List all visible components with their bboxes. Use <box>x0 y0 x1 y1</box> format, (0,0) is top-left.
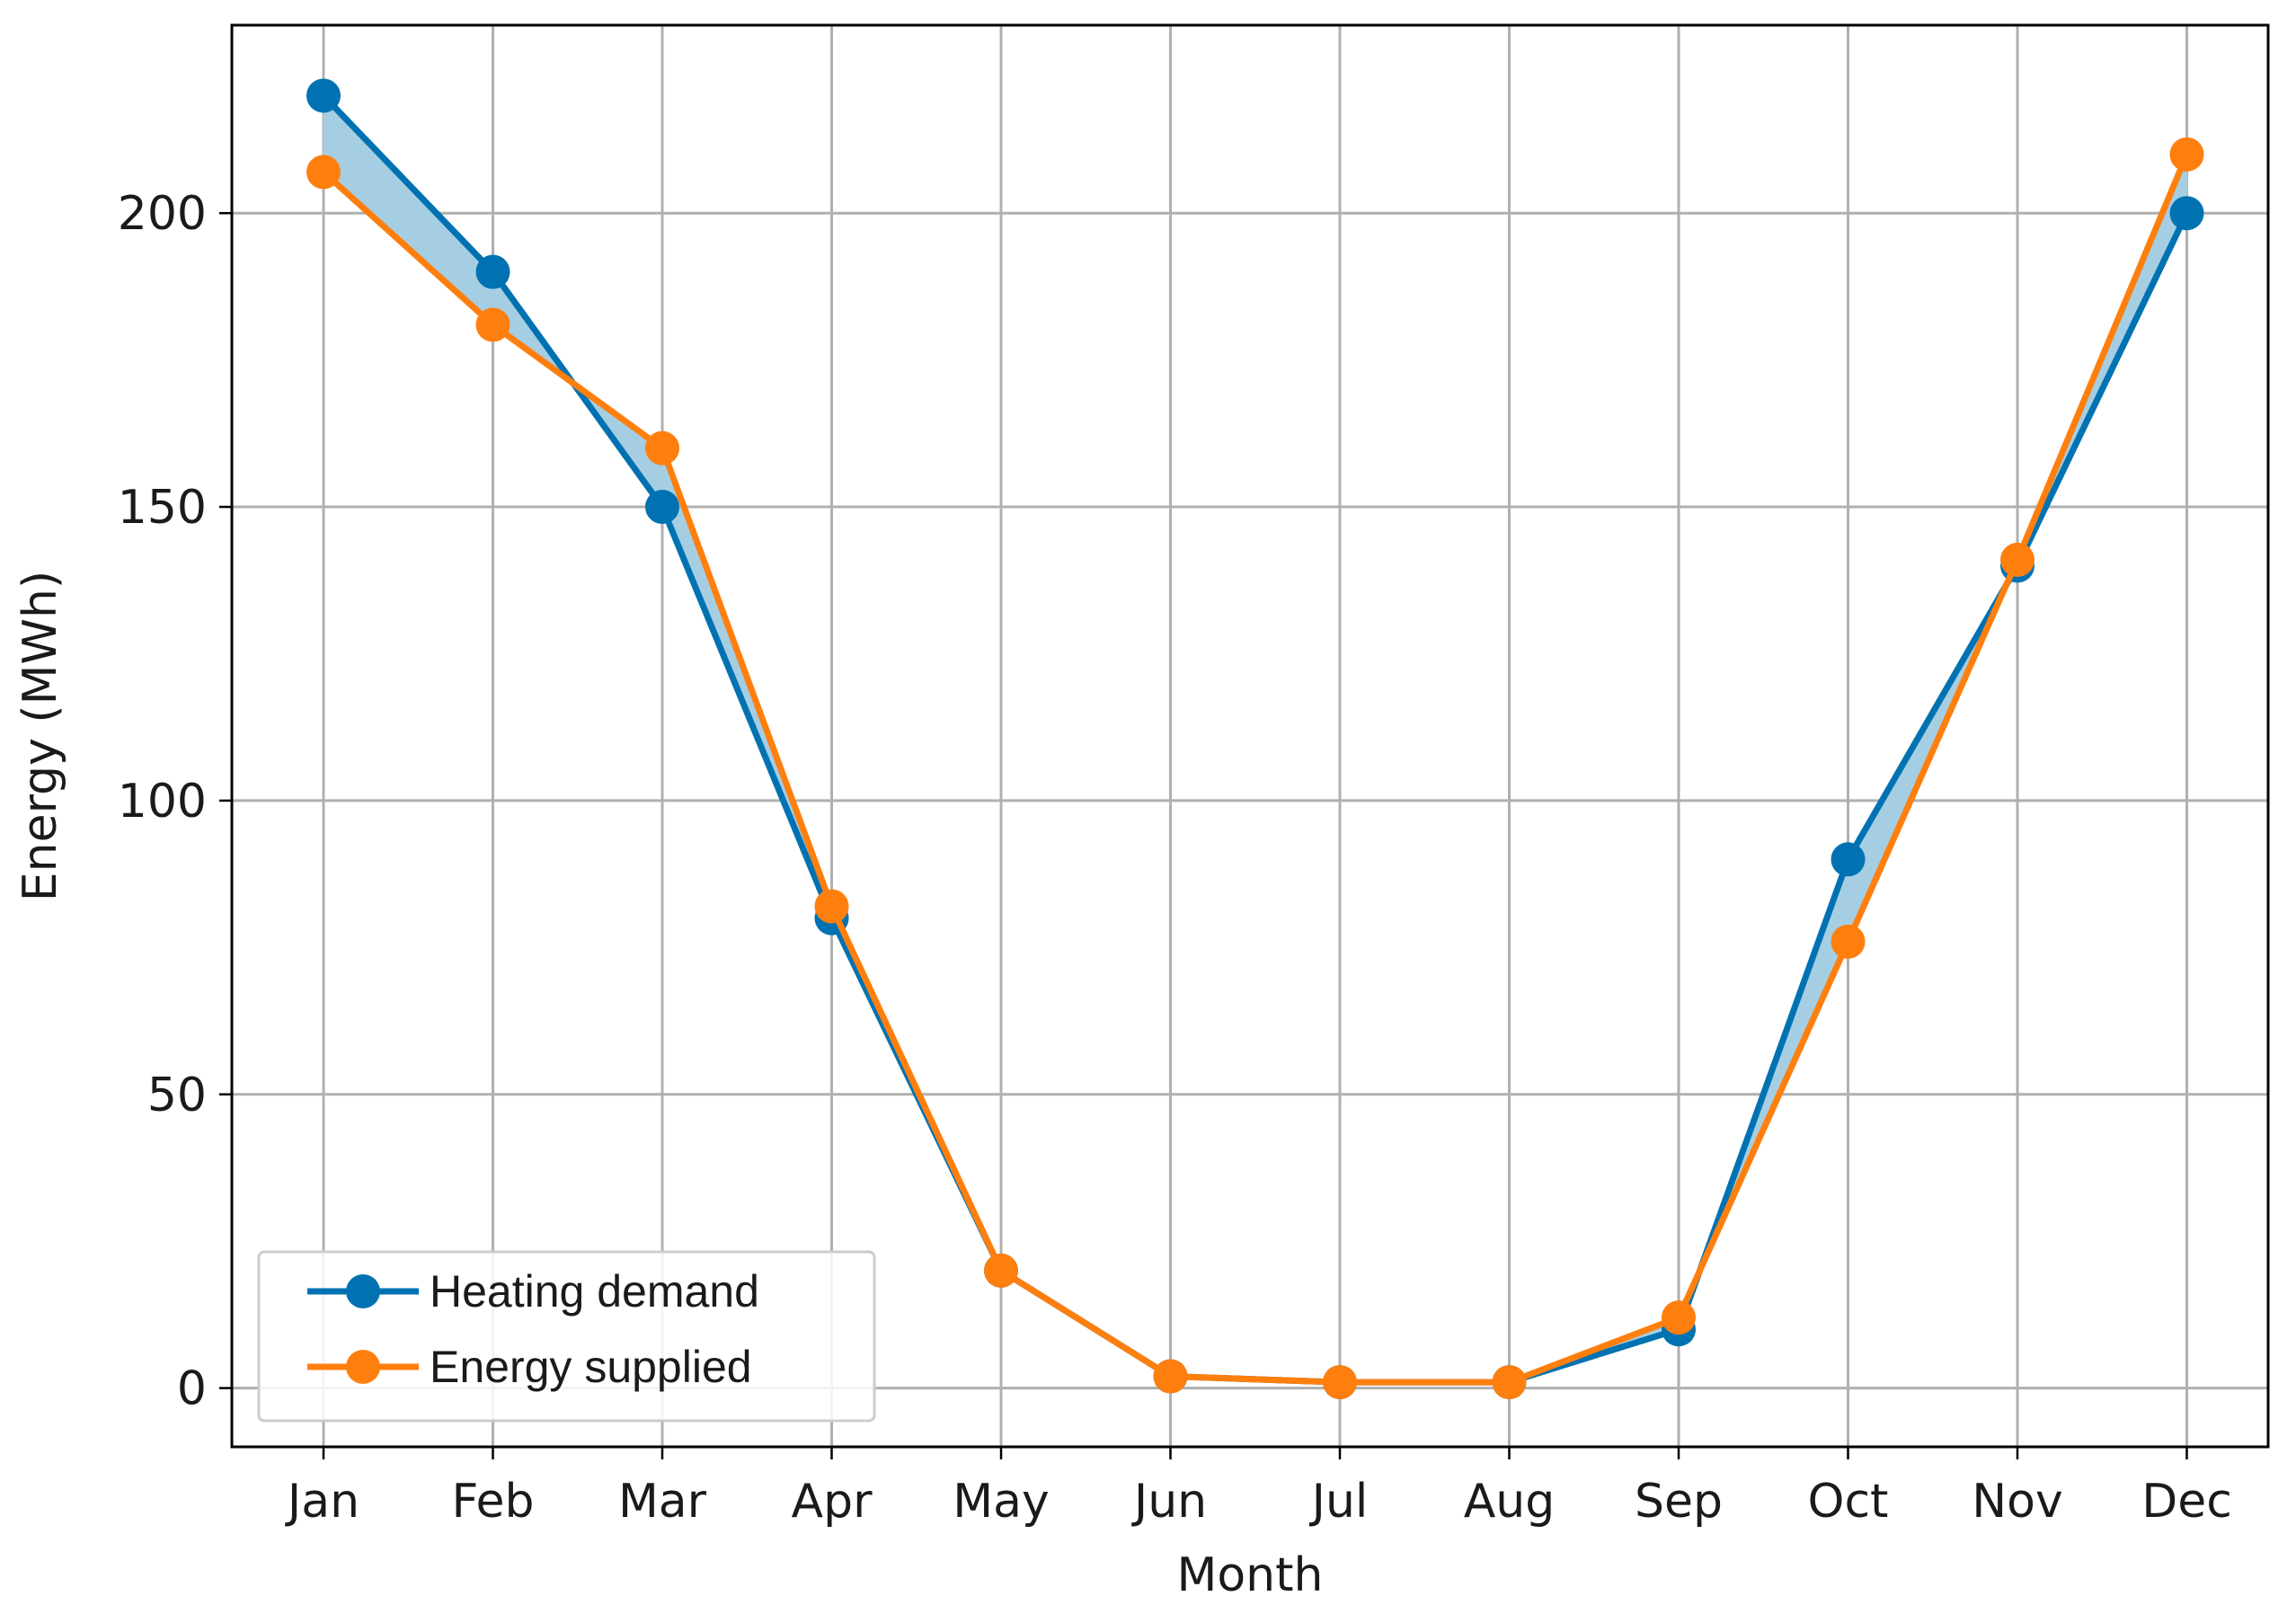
y-tick-label-50: 50 <box>147 1069 207 1122</box>
x-tick-label-jul: Jul <box>1309 1475 1369 1529</box>
data-point-heating-demand-dec <box>2169 196 2204 231</box>
y-tick-label-150: 150 <box>118 481 207 535</box>
x-tick-label-jun: Jun <box>1131 1475 1207 1529</box>
x-tick-label-jan: Jan <box>285 1475 359 1529</box>
legend-label-heating-demand: Heating demand <box>430 1266 759 1317</box>
x-axis-label: Month <box>1177 1548 1324 1602</box>
y-axis-label: Energy (MWh) <box>13 571 67 901</box>
series-line-energy-supplied <box>321 153 2190 1386</box>
legend: Heating demand Energy supplied <box>257 1250 876 1423</box>
data-point-energy-supplied-apr <box>814 889 849 924</box>
data-point-energy-supplied-jul <box>1323 1365 1357 1400</box>
x-tick-label-apr: Apr <box>792 1475 873 1529</box>
plot-frame <box>230 23 2270 1449</box>
legend-marker-heating-demand <box>346 1274 380 1308</box>
data-point-energy-supplied-may <box>984 1253 1018 1288</box>
grid <box>232 25 2268 1447</box>
series-energy-supplied <box>306 137 2204 1400</box>
x-tick-label-aug: Aug <box>1464 1475 1556 1529</box>
legend-marker-energy-supplied <box>346 1350 380 1384</box>
data-point-energy-supplied-mar <box>645 430 679 466</box>
x-tick-label-nov: Nov <box>1972 1475 2063 1529</box>
x-tick-label-mar: Mar <box>618 1475 707 1529</box>
data-point-energy-supplied-aug <box>1492 1365 1527 1400</box>
x-tick-label-dec: Dec <box>2141 1475 2232 1529</box>
data-point-energy-supplied-feb <box>475 307 510 342</box>
data-point-energy-supplied-dec <box>2169 137 2204 172</box>
data-point-energy-supplied-nov <box>2000 542 2034 577</box>
y-tick-label-100: 100 <box>118 775 207 829</box>
x-tick-label-may: May <box>953 1475 1050 1529</box>
data-point-energy-supplied-sep <box>1662 1300 1696 1335</box>
ticks: Jan Feb Mar Apr May Jun Jul Aug Sep Oct Nov Dec 0 50 1… <box>118 187 2232 1529</box>
data-point-energy-supplied-jun <box>1153 1359 1188 1394</box>
data-point-heating-demand-oct <box>1831 842 1866 877</box>
legend-label-energy-supplied: Energy supplied <box>430 1342 752 1392</box>
y-tick-label-200: 200 <box>118 187 207 241</box>
x-tick-label-oct: Oct <box>1808 1475 1889 1529</box>
data-point-heating-demand-mar <box>645 490 679 525</box>
data-point-energy-supplied-oct <box>1831 924 1866 959</box>
series-group <box>306 78 2204 1400</box>
x-tick-label-feb: Feb <box>451 1475 534 1529</box>
y-tick-label-0: 0 <box>177 1362 207 1416</box>
data-point-heating-demand-feb <box>475 254 510 289</box>
x-tick-label-sep: Sep <box>1635 1475 1723 1529</box>
data-point-heating-demand-jan <box>306 78 341 113</box>
data-point-energy-supplied-jan <box>306 155 341 190</box>
